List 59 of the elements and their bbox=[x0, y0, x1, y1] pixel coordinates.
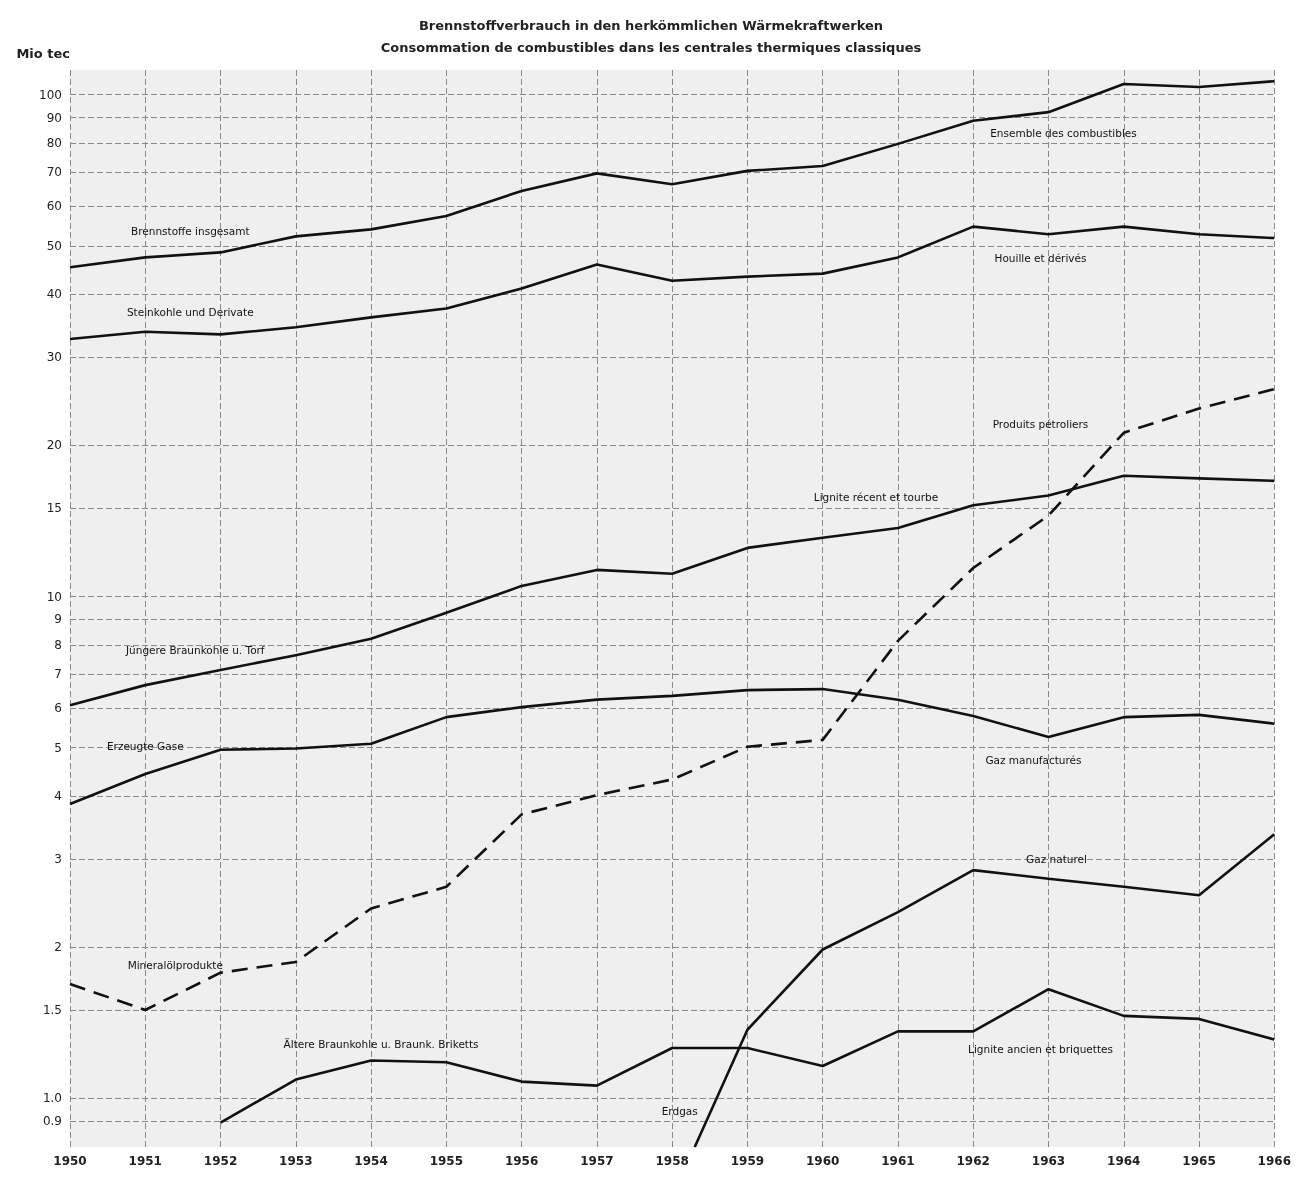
x-tick-label: 1957 bbox=[580, 1154, 614, 1168]
x-tick-label: 1962 bbox=[956, 1154, 990, 1168]
y-tick-label: 3 bbox=[54, 851, 62, 866]
y-tick-label: 90 bbox=[46, 110, 62, 125]
y-tick-label: 8 bbox=[54, 638, 62, 653]
y-tick-label: 6 bbox=[54, 700, 62, 715]
y-tick-label: 100 bbox=[39, 87, 62, 102]
x-tick-label: 1954 bbox=[354, 1154, 388, 1168]
y-tick-label: 70 bbox=[46, 165, 62, 180]
x-tick-label: 1951 bbox=[128, 1154, 162, 1168]
series-label: Steinkohle und Derivate bbox=[126, 305, 254, 318]
series-label: Ältere Braunkohle u. Braunk. Briketts bbox=[283, 1038, 479, 1051]
annotation: Ensemble des combustibles bbox=[990, 127, 1137, 140]
line-series bbox=[68, 387, 1276, 1012]
x-tick-label: 1958 bbox=[655, 1154, 689, 1168]
y-tick-label: 7 bbox=[54, 667, 62, 682]
y-axis-title: Mio tec bbox=[16, 46, 70, 61]
x-tick-label: 1965 bbox=[1182, 1154, 1216, 1168]
annotation: Houille et dérivés bbox=[994, 252, 1087, 265]
chart-subtitle: Consommation de combustibles dans les centrales thermiques classiques bbox=[380, 40, 922, 55]
y-tick-label: 40 bbox=[46, 287, 62, 302]
y-tick-label: 0.9 bbox=[42, 1114, 62, 1129]
x-tick-label: 1960 bbox=[805, 1154, 840, 1168]
annotation: Produits pétroliers bbox=[992, 417, 1089, 430]
series-label: Mineralölprodukte bbox=[127, 959, 223, 971]
y-tick-label: 20 bbox=[46, 438, 62, 453]
series-label: Erdgas bbox=[661, 1105, 698, 1117]
x-tick-label: 1952 bbox=[203, 1154, 238, 1168]
x-tick-label: 1961 bbox=[881, 1154, 915, 1168]
annotation: Gaz manufacturés bbox=[985, 753, 1082, 766]
series-label: Brennstoffe insgesamt bbox=[131, 225, 250, 238]
y-tick-label: 15 bbox=[46, 501, 62, 516]
series-label: Erzeugte Gase bbox=[106, 739, 184, 752]
x-tick-label: 1966 bbox=[1257, 1154, 1291, 1168]
x-tick-label: 1955 bbox=[429, 1154, 464, 1168]
annotation: Lignite récent et tourbe bbox=[813, 490, 939, 503]
y-tick-label: 80 bbox=[46, 136, 62, 151]
x-tick-label: 1956 bbox=[504, 1154, 539, 1168]
y-tick-label: 4 bbox=[54, 789, 62, 804]
line-series bbox=[68, 225, 1276, 341]
y-tick-label: 9 bbox=[54, 612, 62, 627]
annotation: Lignite ancien et briquettes bbox=[968, 1043, 1113, 1056]
x-tick-label: 1950 bbox=[53, 1154, 87, 1168]
y-tick-label: 2 bbox=[54, 940, 62, 955]
series-label: Jüngere Braunkohle u. Torf bbox=[124, 644, 265, 657]
chart-title: Brennstoffverbrauch in den herkömmlichen Wärmekraftwerken bbox=[418, 18, 884, 33]
y-tick-label: 1.0 bbox=[42, 1091, 62, 1106]
x-tick-label: 1959 bbox=[730, 1154, 765, 1168]
x-tick-label: 1953 bbox=[279, 1154, 313, 1168]
y-tick-label: 60 bbox=[46, 199, 62, 214]
y-tick-label: 30 bbox=[46, 350, 62, 365]
annotation: Gaz naturel bbox=[1026, 852, 1087, 865]
y-tick-label: 50 bbox=[46, 238, 62, 253]
y-tick-label: 10 bbox=[46, 589, 62, 604]
x-tick-label: 1963 bbox=[1031, 1154, 1066, 1168]
y-tick-label: 1.5 bbox=[42, 1003, 62, 1017]
y-tick-label: 5 bbox=[54, 740, 62, 755]
x-tick-label: 1964 bbox=[1107, 1154, 1141, 1168]
line-series bbox=[68, 79, 1276, 269]
